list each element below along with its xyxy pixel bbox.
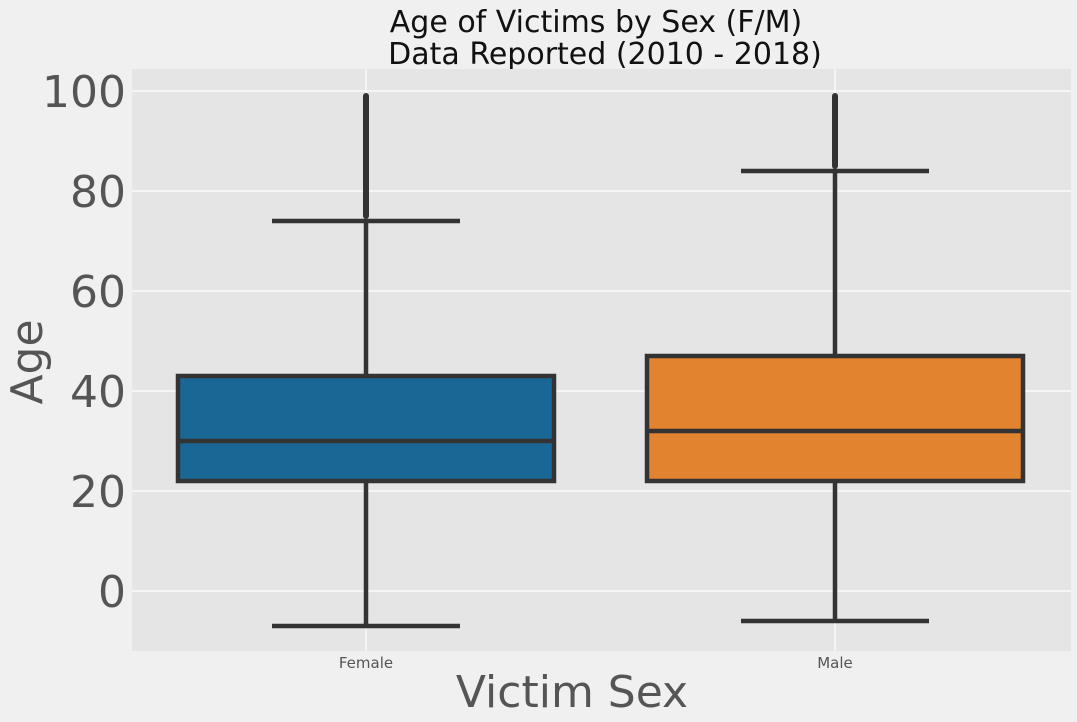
y-tick-label: 40 bbox=[70, 367, 126, 418]
chart-title-line-2: Data Reported (2010 - 2018) bbox=[388, 37, 822, 72]
y-tick-labels: 0 20 40 60 80 100 bbox=[42, 67, 126, 618]
box-female bbox=[175, 93, 557, 629]
y-tick-label: 0 bbox=[98, 567, 126, 618]
y-tick-label: 80 bbox=[70, 167, 126, 218]
box-male bbox=[644, 93, 1026, 624]
boxes bbox=[175, 93, 1026, 629]
y-axis-label: Age bbox=[2, 319, 53, 404]
y-tick-label: 60 bbox=[70, 267, 126, 318]
y-tick-label: 100 bbox=[42, 67, 126, 118]
iqr-box bbox=[175, 373, 557, 484]
y-tick-label: 20 bbox=[70, 467, 126, 518]
iqr-box bbox=[644, 353, 1026, 484]
chart-title-line-1: Age of Victims by Sex (F/M) bbox=[390, 5, 802, 40]
x-axis-label: Victim Sex bbox=[456, 667, 688, 718]
x-tick-label: Male bbox=[817, 654, 853, 672]
x-tick-label: Female bbox=[339, 654, 393, 672]
x-tick-labels: Female Male bbox=[339, 654, 853, 672]
